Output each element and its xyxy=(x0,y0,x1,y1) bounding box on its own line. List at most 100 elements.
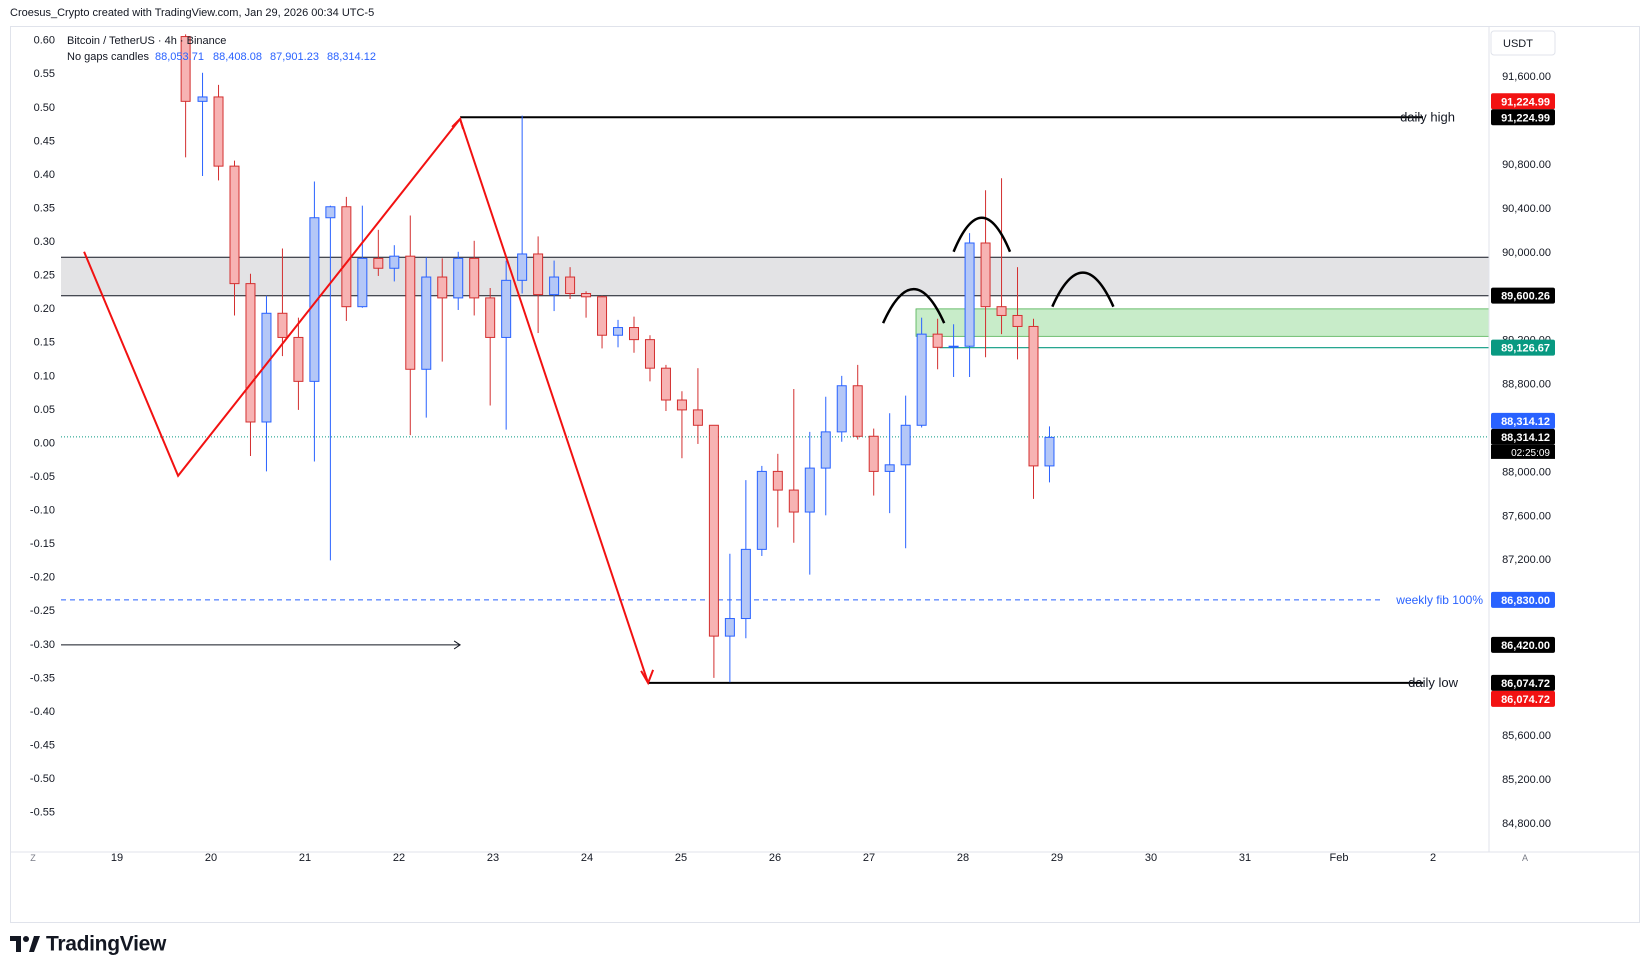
candle[interactable] xyxy=(708,424,719,678)
candle[interactable] xyxy=(245,273,256,457)
candle[interactable] xyxy=(437,258,448,362)
candle-body xyxy=(660,367,671,401)
candle[interactable] xyxy=(884,413,895,514)
price-axis-tick: 90,000.00 xyxy=(1502,247,1551,259)
candle[interactable] xyxy=(964,233,975,377)
candle[interactable] xyxy=(788,389,799,543)
candle[interactable] xyxy=(932,318,943,370)
candle-body xyxy=(309,217,320,382)
candle[interactable] xyxy=(453,251,464,310)
candle[interactable] xyxy=(804,431,815,575)
candle[interactable] xyxy=(485,288,496,406)
price-axis-tick: 88,000.00 xyxy=(1502,466,1551,478)
candle[interactable] xyxy=(389,245,400,282)
candle[interactable] xyxy=(868,428,879,496)
right-corner-label[interactable]: A xyxy=(1522,853,1528,863)
candle[interactable] xyxy=(180,34,191,158)
left-axis-tick: -0.05 xyxy=(30,471,55,483)
currency-button[interactable]: USDT xyxy=(1490,30,1556,56)
candle[interactable] xyxy=(469,240,480,316)
candle-body xyxy=(932,333,943,348)
candle[interactable] xyxy=(277,248,288,357)
countdown-bg xyxy=(1491,444,1555,459)
candle[interactable] xyxy=(1012,267,1023,360)
candle[interactable] xyxy=(613,319,624,348)
weekly-fib-badge-text: 86,830.00 xyxy=(1501,595,1550,607)
arrow-level-badge-text: 86,420.00 xyxy=(1501,640,1550,652)
left-axis-tick: -0.10 xyxy=(30,505,55,517)
price-axis-tick: 90,800.00 xyxy=(1502,159,1551,171)
candle-body xyxy=(692,409,703,426)
price-axis-tick: 91,600.00 xyxy=(1502,71,1551,83)
candle[interactable] xyxy=(629,316,639,353)
last-price-badge: 88,314.12 xyxy=(1491,428,1555,445)
candle[interactable] xyxy=(948,324,959,377)
daily-low-badge-text: 86,074.72 xyxy=(1501,678,1550,690)
candle-body xyxy=(405,255,416,370)
candle[interactable] xyxy=(325,205,336,561)
candle[interactable] xyxy=(421,257,432,418)
candle[interactable] xyxy=(549,260,560,312)
left-axis-tick: 0.05 xyxy=(34,404,55,416)
candle-body xyxy=(533,253,544,296)
gray-resistance-zone xyxy=(61,257,1489,296)
chart-frame[interactable]: daily high daily low weekly fib 100% 0.60 0… xyxy=(10,26,1640,923)
candle[interactable] xyxy=(357,205,368,308)
daily-high-label: daily high xyxy=(1400,109,1455,124)
candle[interactable] xyxy=(373,229,384,276)
candle-body xyxy=(884,464,895,472)
candle-body xyxy=(325,206,336,219)
price-axis-tick: 90,400.00 xyxy=(1502,203,1551,215)
candlestick-chart[interactable]: daily high daily low weekly fib 100% 0.60 0… xyxy=(11,27,1639,922)
legend-mode: No gaps candles xyxy=(67,51,149,63)
candle[interactable] xyxy=(740,480,751,639)
candle[interactable] xyxy=(1028,318,1039,499)
last-price-badge-bg xyxy=(1491,428,1555,445)
candle-body xyxy=(293,336,304,382)
candle[interactable] xyxy=(197,72,208,177)
time-axis-label: 2 xyxy=(1430,852,1436,864)
candle[interactable] xyxy=(581,291,592,318)
left-corner-label[interactable]: Z xyxy=(30,853,36,863)
candle[interactable] xyxy=(820,396,831,516)
left-axis-tick: -0.40 xyxy=(30,706,55,718)
candle-body xyxy=(341,206,352,308)
candle[interactable] xyxy=(213,84,224,181)
candle[interactable] xyxy=(772,453,783,528)
arrow-level-badge-bg xyxy=(1491,636,1555,653)
candle[interactable] xyxy=(229,160,240,316)
candle[interactable] xyxy=(405,215,416,436)
candle[interactable] xyxy=(900,395,911,549)
green-level-badge-text: 89,126.67 xyxy=(1501,343,1550,355)
candle[interactable] xyxy=(293,317,304,410)
candle[interactable] xyxy=(565,267,576,299)
candle[interactable] xyxy=(1044,426,1055,483)
candle[interactable] xyxy=(501,260,512,430)
candle-body xyxy=(852,385,863,437)
head-shoulders-arc xyxy=(881,288,946,324)
candle[interactable] xyxy=(724,553,735,683)
candle[interactable] xyxy=(644,335,655,382)
candle[interactable] xyxy=(597,295,608,349)
candle[interactable] xyxy=(916,317,927,428)
time-axis-label: 25 xyxy=(675,852,687,864)
candle[interactable] xyxy=(676,391,687,459)
candle[interactable] xyxy=(852,364,863,440)
candle[interactable] xyxy=(756,465,767,556)
candle[interactable] xyxy=(836,375,847,442)
left-axis-tick: -0.30 xyxy=(30,639,55,651)
candle-body xyxy=(740,548,751,620)
candle-body xyxy=(676,399,687,411)
time-axis-label: 22 xyxy=(393,852,405,864)
candle[interactable] xyxy=(533,236,544,334)
candle[interactable] xyxy=(660,364,671,412)
candle[interactable] xyxy=(261,295,272,472)
candle-body xyxy=(421,276,432,370)
candle-body xyxy=(597,296,608,336)
candle[interactable] xyxy=(309,181,320,462)
candle[interactable] xyxy=(996,178,1007,335)
horizontal-arrow-head xyxy=(453,640,462,650)
candle-body xyxy=(1028,325,1039,467)
candle[interactable] xyxy=(692,368,703,444)
candle[interactable] xyxy=(517,115,528,294)
